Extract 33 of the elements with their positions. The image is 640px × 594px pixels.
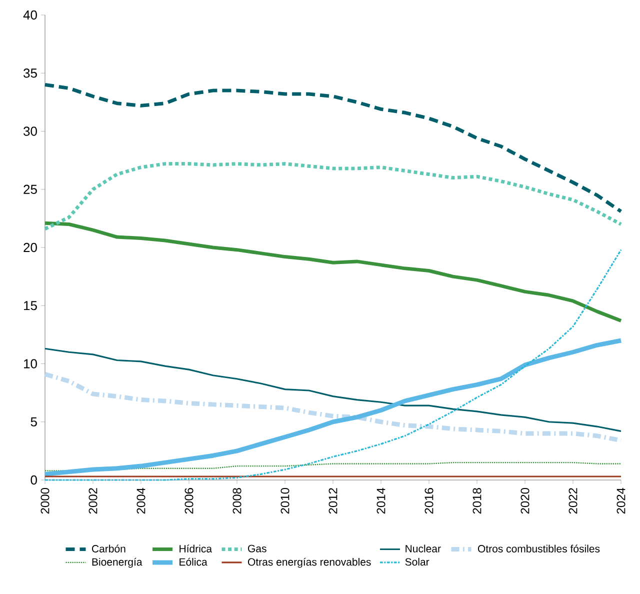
y-tick-label: 5 (30, 417, 37, 426)
legend-label: Nuclear (406, 544, 441, 552)
x-tick-label: 2012 (328, 488, 338, 514)
y-tick-label: 0 (30, 475, 37, 485)
x-tick-label: 2018 (472, 488, 482, 514)
y-tick-label: 10 (24, 359, 37, 368)
x-tick-label: 2010 (280, 488, 290, 514)
x-tick-label: 2006 (184, 488, 194, 514)
x-tick-label: 2022 (568, 488, 578, 514)
x-tick-label: 2000 (40, 488, 50, 514)
y-tick-label: 35 (24, 68, 37, 78)
line-series (43, 221, 623, 322)
y-tick-label: 30 (24, 126, 37, 136)
legend-label: Otras energías renovables (248, 558, 371, 568)
legend-label: Eólica (180, 558, 208, 566)
y-tick-label: 25 (24, 184, 37, 194)
x-tick-label: 2024 (616, 488, 626, 514)
x-tick-label: 2014 (376, 488, 386, 514)
y-tick-label: 40 (23, 10, 37, 20)
legend-label: Solar (405, 558, 430, 566)
y-tick-label: 20 (24, 242, 37, 252)
legend-label: Carbón (92, 544, 126, 552)
legend-label: Otros combustibles fósiles (478, 544, 600, 552)
legend-label: Gas (248, 544, 266, 552)
y-tick-label: 15 (24, 301, 37, 310)
x-tick-label: 2002 (88, 488, 98, 514)
legend-label: Hídrica (180, 544, 212, 552)
x-tick-label: 2004 (136, 488, 146, 514)
x-tick-label: 2016 (424, 488, 434, 514)
x-tick-label: 2008 (232, 488, 242, 514)
legend-label: Bioenergía (92, 558, 142, 568)
x-tick-label: 2020 (520, 488, 530, 514)
line-series (44, 348, 622, 432)
